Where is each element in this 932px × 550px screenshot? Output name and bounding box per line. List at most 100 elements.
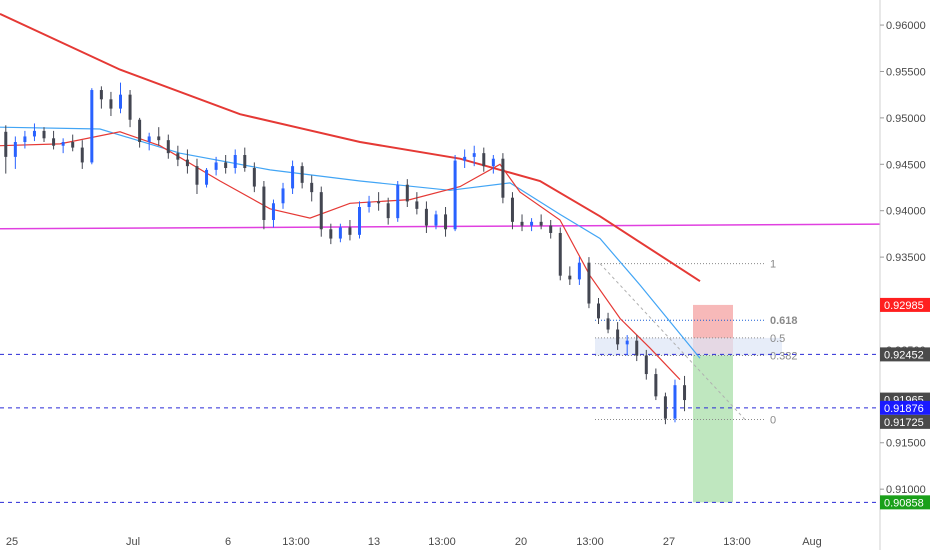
price-tag-label: 0.92452 <box>884 349 924 361</box>
price-tag[interactable] <box>880 347 930 362</box>
candle-body <box>4 131 8 157</box>
candle-body <box>491 158 495 167</box>
price-tag-label: 0.92985 <box>884 300 924 312</box>
candle-body <box>119 94 122 109</box>
candle-body <box>166 140 170 154</box>
price-tick-label: 0.94500 <box>886 159 926 171</box>
price-tick-label: 0.95500 <box>886 66 926 78</box>
candle-body <box>32 130 36 137</box>
candle-body <box>367 201 371 207</box>
candle-body <box>195 166 199 185</box>
candle-body <box>224 162 228 169</box>
candle-body <box>549 225 553 233</box>
time-tick-label: 13:00 <box>723 536 751 548</box>
price-tag-label: 0.91725 <box>884 417 924 429</box>
moving-average-line <box>0 12 701 283</box>
position-box[interactable] <box>693 304 733 503</box>
candle-body <box>71 142 75 148</box>
candle-body <box>128 94 132 120</box>
candle-body <box>80 147 84 163</box>
candle-body <box>673 385 677 419</box>
candle-body <box>90 90 94 163</box>
candle-body <box>61 142 65 146</box>
time-tick-label: 20 <box>515 536 527 548</box>
candle-body <box>663 396 667 419</box>
time-tick-label: 13:00 <box>282 536 310 548</box>
candle-body <box>453 160 457 230</box>
candle-body <box>625 340 629 345</box>
price-axis[interactable]: 0.96000 0.95500 0.95000 0.94500 0.94000 0.935… <box>879 0 930 550</box>
price-tick-label: 0.95000 <box>886 113 926 125</box>
fib-level-label: 1 <box>770 259 776 271</box>
candle-body <box>597 303 600 319</box>
candle-body <box>338 227 342 239</box>
fib-retracement[interactable]: 1 0.618 0.5 0.382 0 <box>595 259 798 427</box>
price-tick-label: 0.91500 <box>886 438 926 450</box>
moving-average-line <box>0 126 701 359</box>
trend-line[interactable] <box>0 223 881 230</box>
candle-body <box>405 184 409 202</box>
candle-body <box>214 162 218 170</box>
price-tick-label: 0.94000 <box>886 206 926 218</box>
price-tag[interactable] <box>880 495 930 510</box>
fib-level-label: 0.5 <box>770 333 785 345</box>
candle-body <box>644 355 648 375</box>
candle-body <box>147 136 151 143</box>
candle-body <box>176 153 180 160</box>
candle-body <box>358 206 361 235</box>
horizontal-lines[interactable] <box>0 223 881 503</box>
candle-body <box>233 155 237 169</box>
candle-body <box>587 262 591 304</box>
candle-body <box>424 208 428 226</box>
candle-body <box>319 192 323 230</box>
candle-body <box>377 201 381 204</box>
time-axis[interactable]: 25 Jul 6 13:00 13 13:00 20 13:00 27 13:00 Aug <box>6 536 822 548</box>
fib-level-label: 0 <box>770 415 776 427</box>
candle-body <box>205 169 209 185</box>
candle-body <box>291 166 295 189</box>
candle-body <box>138 119 142 143</box>
candle-body <box>396 184 400 219</box>
candle-body <box>42 130 46 139</box>
candle-body <box>52 138 56 146</box>
candle-body <box>606 318 610 330</box>
candle-body <box>683 385 687 401</box>
candle-body <box>386 203 390 219</box>
candle-body <box>252 168 256 187</box>
time-tick-label: 13:00 <box>576 536 604 548</box>
price-tag[interactable] <box>880 414 930 429</box>
candle-body <box>472 153 476 157</box>
candle-body <box>262 186 266 220</box>
time-tick-label: 6 <box>225 536 231 548</box>
candle-body <box>616 329 620 345</box>
candle-body <box>558 232 562 276</box>
price-tick-label: 0.93500 <box>886 252 926 264</box>
candle-body <box>434 214 438 226</box>
candles <box>4 82 687 425</box>
price-tag[interactable] <box>880 400 930 415</box>
candle-body <box>13 142 17 157</box>
candle-body <box>444 214 448 230</box>
candle-body <box>109 99 113 109</box>
candle-body <box>577 262 581 280</box>
candle-body <box>23 136 27 143</box>
candle-body <box>329 229 333 239</box>
time-tick-label: 25 <box>6 536 18 548</box>
candle-body <box>185 159 189 167</box>
candle-body <box>415 201 419 209</box>
fib-level-label: 0.382 <box>770 350 798 362</box>
candle-body <box>310 182 314 193</box>
price-tag[interactable] <box>880 297 930 312</box>
candle-body <box>243 155 247 169</box>
time-tick-label: Jul <box>126 536 140 548</box>
candle-body <box>271 203 275 220</box>
candle-body <box>463 156 467 161</box>
candle-body <box>635 340 639 356</box>
time-tick-label: Aug <box>802 536 822 548</box>
candle-body <box>300 166 304 183</box>
time-tick-label: 13:00 <box>428 536 456 548</box>
candle-body <box>482 153 486 167</box>
take-profit-zone[interactable] <box>693 354 733 503</box>
time-tick-label: 13 <box>368 536 380 548</box>
